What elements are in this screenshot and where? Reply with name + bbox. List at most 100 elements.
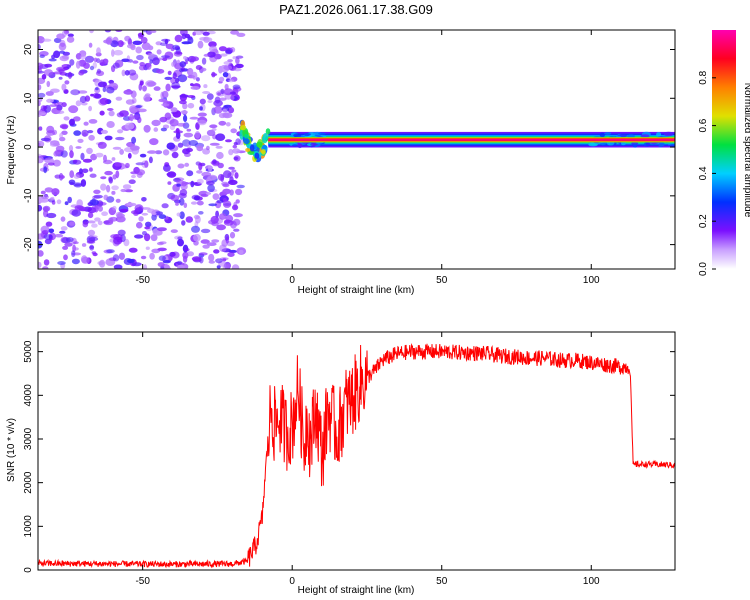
noise-blob bbox=[222, 258, 227, 262]
noise-blob bbox=[235, 138, 241, 146]
noise-blob bbox=[92, 92, 100, 99]
noise-blob bbox=[213, 99, 223, 107]
noise-blob bbox=[179, 211, 185, 220]
noise-blob bbox=[183, 56, 187, 60]
noise-blob bbox=[121, 58, 130, 63]
noise-blob bbox=[61, 237, 71, 244]
noise-blob bbox=[75, 53, 82, 60]
noise-blob bbox=[177, 163, 185, 169]
noise-blob bbox=[200, 228, 211, 234]
noise-blob bbox=[126, 202, 137, 207]
noise-blob bbox=[75, 60, 81, 69]
noise-blob bbox=[49, 104, 58, 107]
noise-blob bbox=[60, 216, 66, 222]
signal-halo-blob bbox=[656, 132, 662, 137]
noise-blob bbox=[71, 209, 81, 217]
noise-blob bbox=[190, 56, 199, 62]
spectrogram-x-label: Height of straight line (km) bbox=[298, 285, 415, 296]
noise-blob bbox=[196, 145, 204, 152]
x-tick-label: 50 bbox=[436, 275, 448, 286]
noise-blob bbox=[167, 181, 172, 185]
colorbar-label: Normalized spectral amplitude bbox=[742, 83, 750, 218]
noise-blob bbox=[40, 190, 46, 195]
noise-blob bbox=[182, 255, 188, 263]
noise-blob bbox=[38, 110, 42, 118]
noise-blob bbox=[153, 127, 159, 132]
noise-blob bbox=[127, 43, 136, 49]
noise-blob bbox=[88, 42, 93, 48]
noise-blob bbox=[183, 114, 188, 122]
noise-blob bbox=[111, 185, 119, 191]
noise-blob bbox=[44, 187, 54, 193]
noise-blob bbox=[57, 261, 66, 265]
noise-blob bbox=[202, 91, 211, 94]
noise-blob bbox=[59, 230, 66, 234]
noise-blob bbox=[186, 67, 194, 76]
noise-blob bbox=[177, 264, 185, 269]
noise-blob bbox=[183, 132, 194, 138]
noise-blob bbox=[219, 97, 227, 101]
noise-blob bbox=[135, 105, 142, 108]
noise-blob bbox=[222, 108, 228, 113]
noise-blob bbox=[132, 40, 143, 45]
noise-blob bbox=[186, 251, 194, 257]
noise-blob bbox=[71, 258, 80, 265]
noise-blob bbox=[198, 190, 209, 197]
noise-blob bbox=[232, 144, 238, 149]
noise-blob bbox=[164, 112, 172, 120]
y-tick-label: 20 bbox=[23, 44, 34, 56]
noise-blob bbox=[82, 221, 89, 228]
noise-blob bbox=[203, 84, 208, 89]
signal-halo-blob bbox=[659, 142, 665, 147]
noise-blob bbox=[38, 157, 43, 164]
noise-blob bbox=[142, 85, 147, 92]
noise-blob bbox=[222, 188, 231, 195]
noise-blob bbox=[68, 145, 74, 152]
noise-blob bbox=[94, 204, 99, 213]
noise-blob bbox=[79, 168, 83, 175]
noise-blob bbox=[58, 50, 66, 54]
noise-blob bbox=[89, 173, 97, 178]
noise-blob bbox=[43, 69, 54, 76]
noise-blob bbox=[179, 100, 187, 105]
noise-blob bbox=[179, 94, 189, 98]
noise-blob bbox=[131, 210, 139, 215]
noise-blob bbox=[125, 99, 135, 105]
noise-blob bbox=[227, 106, 235, 114]
noise-blob bbox=[89, 167, 93, 172]
signal-halo-blob bbox=[631, 142, 639, 145]
noise-blob bbox=[136, 169, 146, 176]
noise-blob bbox=[43, 259, 50, 266]
colorbar-tick-label: 0.2 bbox=[698, 214, 709, 228]
noise-blob bbox=[162, 149, 170, 156]
noise-blob bbox=[38, 126, 43, 131]
noise-blob bbox=[220, 53, 228, 57]
noise-blob bbox=[206, 242, 217, 247]
transition-blob bbox=[256, 141, 263, 148]
noise-blob bbox=[143, 264, 148, 269]
noise-blob bbox=[138, 216, 144, 222]
noise-blob bbox=[73, 241, 79, 245]
noise-blob bbox=[229, 91, 236, 95]
noise-blob bbox=[94, 217, 101, 222]
colorbar-tick-label: 0.4 bbox=[698, 166, 709, 180]
noise-blob bbox=[100, 183, 107, 191]
noise-blob bbox=[235, 57, 240, 65]
noise-blob bbox=[227, 59, 233, 63]
noise-blob bbox=[225, 236, 230, 244]
noise-blob bbox=[67, 196, 72, 204]
noise-blob bbox=[222, 112, 233, 119]
signal-band-core bbox=[268, 139, 675, 141]
noise-blob bbox=[195, 215, 201, 224]
noise-blob bbox=[218, 120, 227, 126]
noise-blob bbox=[39, 51, 49, 57]
noise-blob bbox=[200, 239, 210, 244]
noise-blob bbox=[96, 68, 101, 74]
noise-blob bbox=[67, 71, 73, 79]
noise-blob bbox=[179, 189, 188, 196]
noise-blob bbox=[68, 119, 75, 126]
noise-blob bbox=[184, 162, 190, 167]
noise-blob bbox=[73, 116, 81, 122]
noise-blob bbox=[176, 59, 181, 67]
noise-blob bbox=[93, 194, 103, 199]
